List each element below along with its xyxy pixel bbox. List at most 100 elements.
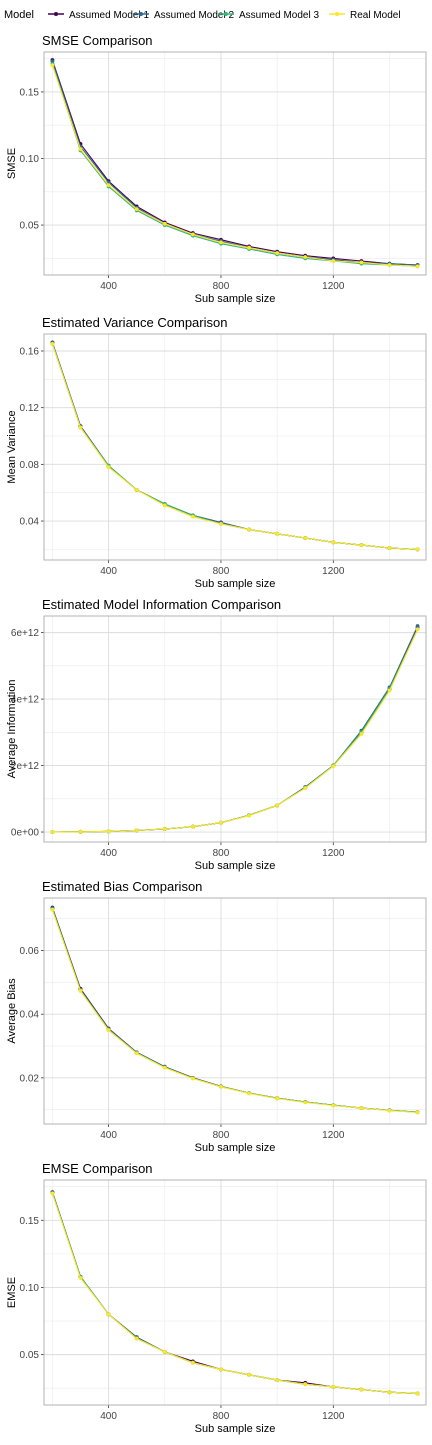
legend-marker (335, 12, 339, 16)
data-point (247, 245, 251, 250)
y-tick-label: 0.15 (20, 87, 40, 98)
series-group (50, 59, 420, 267)
x-tick-label: 400 (100, 1130, 117, 1141)
data-point (247, 527, 251, 532)
x-tick-label: 400 (100, 848, 117, 859)
panel-border (43, 615, 427, 843)
data-point (331, 540, 336, 545)
panel-border (43, 897, 427, 1125)
y-tick-label: 0.15 (20, 1216, 40, 1227)
y-axis-label: SMSE (6, 148, 18, 179)
y-tick-label: 0.02 (20, 1073, 40, 1084)
data-point (106, 829, 111, 834)
y-tick-label: 0.16 (20, 347, 40, 358)
data-point (106, 1028, 111, 1032)
x-tick-label: 800 (213, 848, 230, 859)
data-point (50, 1191, 55, 1196)
y-tick-label: 0.05 (20, 1350, 40, 1361)
data-point (134, 1336, 139, 1341)
series-line (51, 342, 418, 550)
y-tick-label: 4e+12 (11, 695, 40, 706)
series-line (52, 629, 419, 833)
y-tick-label: 0e+00 (11, 828, 40, 839)
y-tick-label: 0.10 (20, 154, 40, 165)
data-point (387, 546, 392, 550)
data-point (387, 263, 392, 267)
data-point (134, 828, 139, 833)
x-tick-label: 1200 (322, 1411, 345, 1422)
data-point (359, 260, 364, 265)
series-line (51, 1191, 418, 1395)
data-point (275, 251, 280, 255)
data-point (50, 342, 55, 346)
panel-border (43, 51, 427, 276)
chart-title: SMSE Comparison (42, 33, 153, 48)
series-group (50, 340, 420, 552)
data-point (387, 1108, 392, 1113)
series-group (50, 340, 420, 552)
series-line (51, 1193, 418, 1395)
y-tick-label: 0.06 (20, 946, 40, 957)
legend-item: Assumed Model 3 (218, 10, 319, 21)
panel-border (43, 1179, 427, 1406)
y-tick-label: 0.04 (20, 517, 40, 528)
data-point (303, 1382, 308, 1387)
series-line (51, 65, 418, 267)
series-line (51, 343, 418, 550)
data-point (190, 232, 195, 237)
legend: Model Assumed Model 1 Assumed Model 2 Assu… (4, 9, 401, 21)
data-point (331, 1384, 336, 1389)
x-axis-label: Sub sample size (195, 1423, 276, 1435)
series-group (50, 1191, 420, 1396)
series-group (50, 1190, 420, 1396)
y-tick-label: 0.12 (20, 403, 40, 414)
chart-title: Estimated Bias Comparison (42, 879, 202, 894)
y-tick-label: 2e+12 (11, 761, 40, 772)
data-point (247, 1372, 251, 1377)
data-point (78, 425, 83, 430)
series-group (50, 907, 420, 1115)
x-tick-label: 1200 (322, 1130, 345, 1141)
data-point (78, 1276, 83, 1280)
y-tick-label: 0.05 (20, 221, 40, 232)
series-line (51, 908, 418, 1113)
data-point (331, 259, 336, 263)
data-point (134, 207, 139, 211)
data-point (50, 63, 55, 68)
series-group (50, 905, 420, 1115)
series-line (51, 908, 418, 1113)
series-line (51, 907, 418, 1113)
data-point (247, 813, 251, 818)
series-line (51, 59, 418, 266)
data-point (303, 1100, 308, 1105)
series-line (51, 63, 418, 267)
data-point (106, 183, 111, 188)
chart-panel: Estimated Variance Comparison 400 800 1200 0… (6, 315, 427, 590)
legend-marker (139, 12, 143, 16)
x-tick-label: 1200 (322, 848, 345, 859)
series-line (52, 625, 419, 833)
data-point (106, 465, 111, 470)
data-point (331, 1103, 336, 1108)
series-group (50, 58, 420, 267)
data-point (415, 547, 420, 552)
data-point (415, 1110, 420, 1115)
legend-label: Real Model (350, 10, 401, 21)
y-tick-label: 0.08 (20, 460, 40, 471)
data-point (359, 543, 364, 548)
data-point (162, 221, 167, 226)
chart-title: EMSE Comparison (42, 1161, 153, 1176)
x-tick-label: 400 (100, 1411, 117, 1422)
data-point (415, 1391, 420, 1396)
series-line (51, 1193, 418, 1395)
series-group (50, 906, 420, 1115)
data-point (275, 803, 280, 808)
data-point (219, 1084, 223, 1089)
series-group (50, 1191, 420, 1396)
x-tick-label: 1200 (322, 281, 345, 292)
x-tick-label: 1200 (322, 566, 345, 577)
legend-marker (224, 12, 228, 16)
chart-panel: Estimated Model Information Comparison 40… (6, 597, 427, 872)
series-line (51, 342, 418, 550)
y-tick-label: 6e+12 (11, 628, 40, 639)
